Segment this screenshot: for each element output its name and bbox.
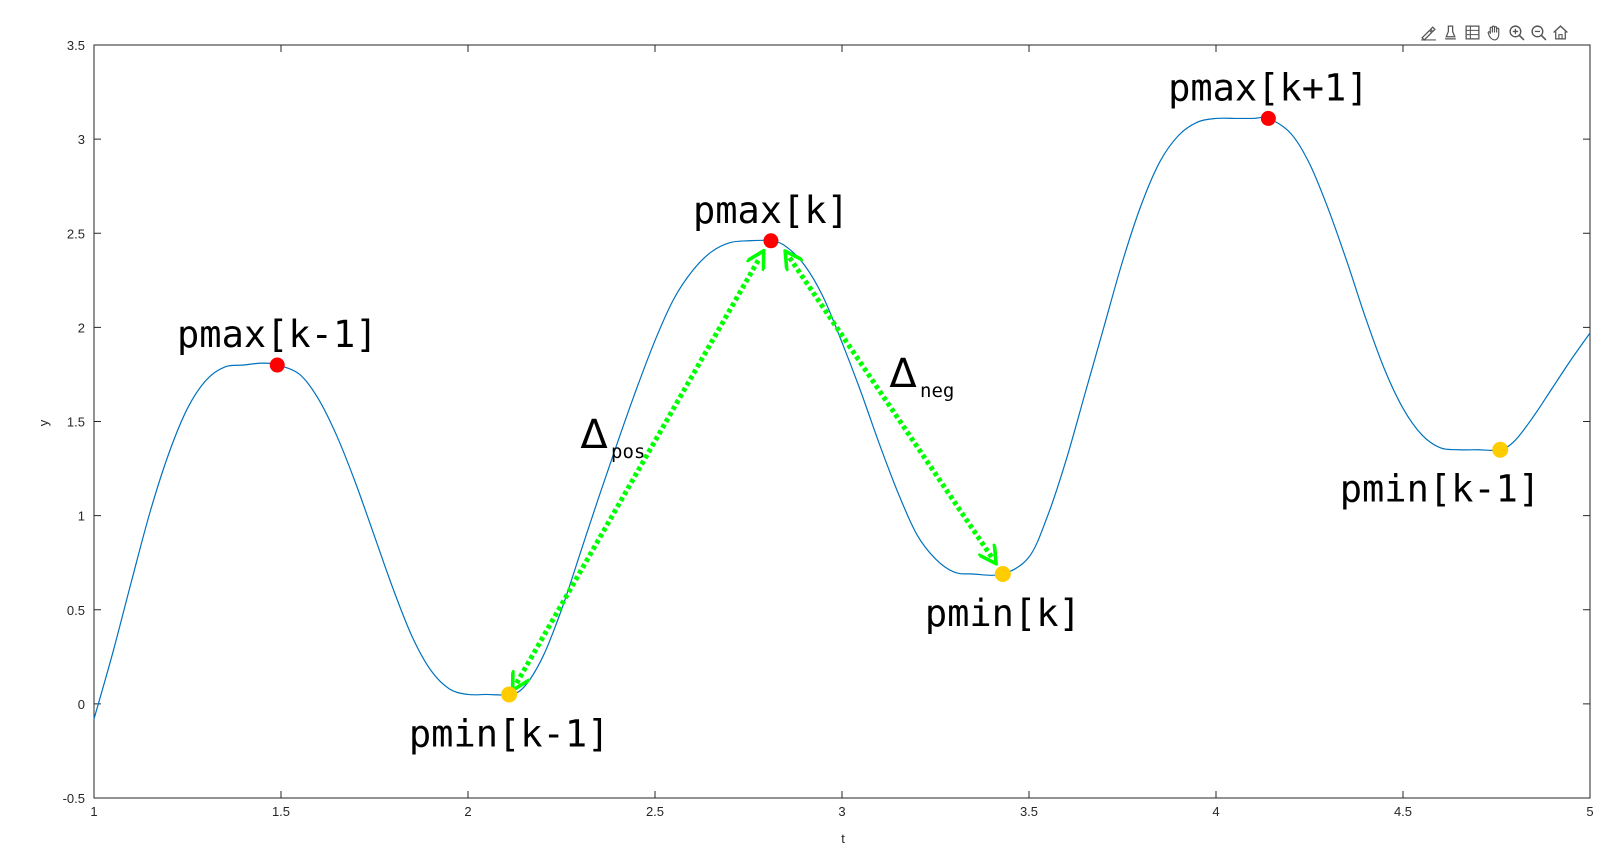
data-tips-button[interactable] — [1418, 22, 1438, 42]
delta-label: Δ — [889, 351, 917, 397]
delta-label: Δ — [580, 412, 608, 458]
zoom-out-icon — [1530, 24, 1547, 41]
x-tick-label: 4 — [1212, 804, 1219, 819]
x-axis-label: t — [841, 831, 845, 843]
maximum-label: pmax[k+1] — [1168, 66, 1368, 109]
minimum-marker — [1492, 441, 1509, 458]
home-icon — [1552, 24, 1568, 40]
x-axis: 1 1.5 2 2.5 3 3.5 4 4.5 5 — [90, 45, 1594, 819]
x-tick-label: 2.5 — [646, 804, 664, 819]
points-layer — [269, 110, 1509, 703]
zoom-in-icon — [1508, 24, 1525, 41]
minimum-marker — [994, 565, 1011, 582]
arrow-layer — [517, 258, 992, 683]
maximum-label: pmax[k] — [693, 189, 849, 232]
axes-frame — [93, 44, 1591, 799]
maximum-label: pmax[k-1] — [177, 313, 377, 356]
brush-icon — [1444, 24, 1456, 40]
y-tick-label: 0.5 — [67, 603, 85, 618]
y-tick-label: 1.5 — [67, 415, 85, 430]
y-tick-label: 1 — [78, 509, 85, 524]
delta-subscript: pos — [611, 441, 645, 463]
zoom-in-button[interactable] — [1506, 22, 1526, 42]
y-tick-label: -0.5 — [63, 791, 85, 806]
delta-subscript: neg — [920, 380, 954, 402]
x-tick-label: 1.5 — [272, 804, 290, 819]
minimum-label: pmin[k-1] — [1340, 468, 1540, 511]
x-tick-label: 3.5 — [1020, 804, 1038, 819]
maximum-marker — [269, 357, 285, 373]
x-tick-label: 1 — [90, 804, 97, 819]
hand-icon — [1486, 25, 1499, 41]
y-tick-label: 0 — [78, 697, 85, 712]
y-tick-label: 2.5 — [67, 226, 85, 241]
annotation-layer: pmax[k-1] pmax[k] pmax[k+1] pmin[k-1] pmin[k… — [177, 66, 1540, 755]
axes-box — [93, 44, 1591, 799]
data-cursor-button[interactable] — [1462, 22, 1482, 42]
restore-view-button[interactable] — [1550, 22, 1570, 42]
minimum-marker — [501, 686, 518, 703]
delta-arrow — [517, 258, 760, 683]
table-icon — [1464, 24, 1480, 40]
x-tick-label: 4.5 — [1394, 804, 1412, 819]
minimum-label: pmin[k-1] — [409, 712, 609, 755]
y-tick-label: 3 — [78, 132, 85, 147]
y-tick-label: 3.5 — [67, 38, 85, 53]
y-tick-label: 2 — [78, 320, 85, 335]
x-tick-label: 3 — [838, 804, 845, 819]
maximum-marker — [763, 233, 779, 249]
delta-arrow — [790, 258, 992, 557]
pan-button[interactable] — [1484, 22, 1504, 42]
brush-button[interactable] — [1440, 22, 1460, 42]
y-axis: -0.5 0 0.5 1 1.5 2 2.5 3 3.5 — [63, 38, 1590, 806]
y-axis-label: y — [36, 419, 51, 426]
maximum-marker — [1260, 110, 1276, 126]
figure-toolbar — [1418, 22, 1570, 44]
x-tick-label: 5 — [1586, 804, 1593, 819]
zoom-out-button[interactable] — [1528, 22, 1548, 42]
x-tick-label: 2 — [464, 804, 471, 819]
minimum-label: pmin[k] — [925, 592, 1081, 635]
pen-icon — [1420, 25, 1436, 41]
